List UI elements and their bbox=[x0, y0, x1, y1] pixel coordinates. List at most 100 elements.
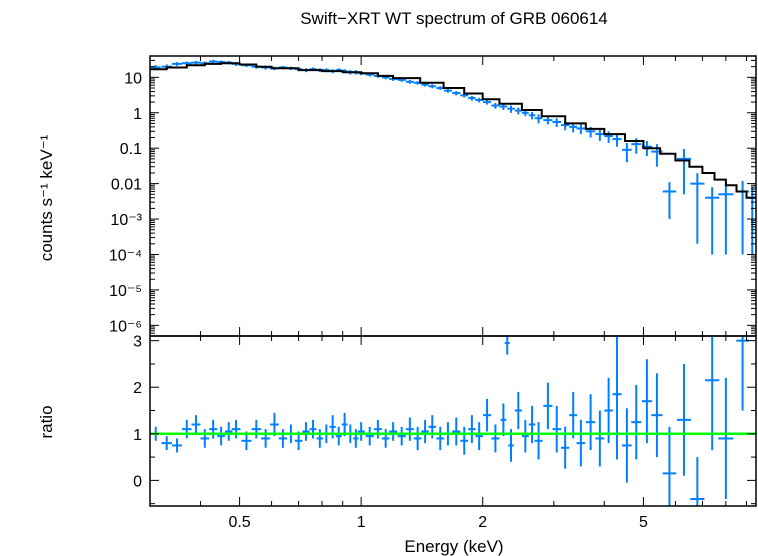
data-point bbox=[705, 336, 720, 451]
data-point bbox=[191, 415, 201, 434]
top-y-axis-label: counts s⁻¹ keV⁻¹ bbox=[37, 134, 56, 261]
model-step-line bbox=[150, 62, 756, 199]
data-point bbox=[543, 382, 553, 430]
data-point bbox=[436, 426, 445, 451]
data-point bbox=[468, 415, 476, 444]
y-tick-label: 1 bbox=[133, 106, 142, 123]
data-point bbox=[225, 422, 233, 441]
data-point bbox=[705, 187, 720, 255]
data-point bbox=[507, 105, 515, 113]
data-point bbox=[405, 80, 414, 84]
data-point bbox=[604, 131, 613, 144]
data-point bbox=[514, 391, 522, 430]
y-tick-label: 10⁻⁶ bbox=[109, 318, 142, 335]
data-point bbox=[482, 99, 492, 105]
data-point bbox=[552, 405, 562, 453]
data-point bbox=[569, 391, 578, 439]
data-point bbox=[270, 412, 279, 437]
ratio-plot-area bbox=[150, 336, 756, 506]
data-point bbox=[278, 429, 287, 448]
data-point bbox=[172, 62, 183, 66]
data-point bbox=[521, 419, 529, 453]
data-point bbox=[428, 84, 437, 89]
data-point bbox=[443, 88, 452, 93]
data-point bbox=[209, 419, 218, 439]
data-point bbox=[482, 398, 492, 432]
data-point bbox=[595, 410, 605, 467]
spectrum-plot-area bbox=[150, 59, 756, 255]
data-point bbox=[499, 103, 508, 110]
y-tick-label: 10⁻⁵ bbox=[109, 283, 142, 300]
data-point bbox=[514, 107, 522, 115]
x-axis-label: Energy (keV) bbox=[404, 537, 503, 556]
data-point bbox=[662, 426, 677, 506]
data-point bbox=[475, 422, 483, 451]
x-tick-label: 0.5 bbox=[228, 514, 250, 531]
data-point bbox=[534, 422, 543, 460]
spectrum-x-ticks bbox=[149, 56, 748, 336]
ratio-data-points bbox=[150, 336, 749, 506]
data-point bbox=[651, 373, 663, 458]
data-point bbox=[528, 112, 536, 120]
data-point bbox=[504, 336, 510, 355]
data-point bbox=[491, 102, 500, 109]
data-point bbox=[460, 426, 469, 455]
data-point bbox=[309, 419, 317, 439]
data-point bbox=[576, 124, 586, 135]
data-point bbox=[365, 426, 374, 446]
data-point bbox=[172, 438, 183, 453]
top-panel: 10 1 0.1 0.01 10⁻³ 10⁻⁴ 10⁻⁵ 10⁻⁶ bbox=[109, 55, 757, 337]
data-point bbox=[500, 403, 507, 437]
data-point bbox=[357, 422, 365, 441]
data-point bbox=[209, 59, 218, 64]
ratio-frame bbox=[149, 335, 757, 507]
data-point bbox=[182, 419, 192, 439]
data-point bbox=[316, 429, 324, 448]
data-point bbox=[335, 426, 342, 446]
y-tick-label: 10⁻⁴ bbox=[109, 247, 142, 264]
data-point bbox=[622, 408, 632, 483]
spectrum-y-ticks: 10 1 0.1 0.01 10⁻³ 10⁻⁴ 10⁻⁵ 10⁻⁶ bbox=[109, 55, 756, 337]
data-point bbox=[251, 419, 262, 439]
data-point bbox=[397, 426, 406, 446]
bottom-y-axis-label: ratio bbox=[37, 405, 56, 438]
data-point bbox=[690, 173, 705, 244]
data-point bbox=[676, 363, 691, 476]
data-point bbox=[389, 422, 398, 441]
y-tick-label: 10⁻³ bbox=[110, 212, 142, 229]
data-point bbox=[405, 417, 414, 441]
y-tick-label: 0.01 bbox=[111, 177, 142, 194]
data-point bbox=[353, 429, 359, 448]
data-point bbox=[736, 336, 749, 411]
spectrum-frame bbox=[149, 55, 757, 337]
data-point bbox=[690, 457, 705, 506]
data-point bbox=[373, 419, 382, 439]
data-point bbox=[217, 426, 226, 446]
ratio-y-ticks: 0 1 2 3 bbox=[133, 334, 756, 505]
data-point bbox=[612, 336, 622, 460]
data-point bbox=[452, 91, 461, 96]
data-point bbox=[718, 377, 734, 500]
data-point bbox=[452, 417, 461, 446]
data-point bbox=[468, 95, 476, 101]
chart-title: Swift−XRT WT spectrum of GRB 060614 bbox=[300, 9, 608, 28]
data-point bbox=[612, 134, 622, 147]
data-point bbox=[528, 405, 536, 444]
data-point bbox=[231, 419, 241, 439]
y-tick-label: 0.1 bbox=[120, 141, 142, 158]
data-point bbox=[662, 182, 677, 220]
data-point bbox=[200, 429, 210, 448]
bottom-panel: 0 1 2 3 0.5 1 2 5 bbox=[133, 334, 757, 531]
data-point bbox=[576, 419, 586, 467]
data-point bbox=[413, 426, 422, 451]
data-point bbox=[421, 419, 429, 444]
data-point bbox=[302, 422, 310, 441]
y-tick-label: 1 bbox=[133, 427, 142, 444]
data-point bbox=[676, 148, 691, 195]
spectrum-data-points bbox=[150, 59, 756, 255]
data-point bbox=[491, 424, 500, 453]
y-tick-label: 10 bbox=[124, 70, 142, 87]
data-point bbox=[261, 429, 271, 448]
x-tick-label: 5 bbox=[639, 514, 648, 531]
